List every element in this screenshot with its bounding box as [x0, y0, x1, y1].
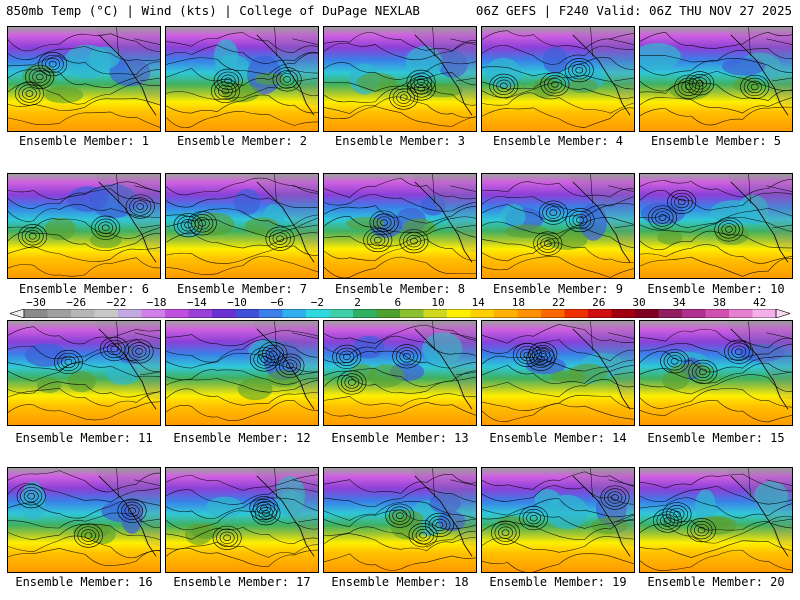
colorbar-tick-label: −14: [186, 296, 207, 309]
colorbar-tick-label: −2: [310, 296, 325, 309]
ensemble-member-label: Ensemble Member: 7: [176, 282, 308, 296]
colorbar-segment: [94, 309, 119, 318]
ensemble-member-label: Ensemble Member: 6: [18, 282, 150, 296]
colorbar-tick-label: −18: [146, 296, 167, 309]
colorbar-segment: [564, 309, 589, 318]
ensemble-member-label: Ensemble Member: 10: [647, 282, 785, 296]
ensemble-member-map: [639, 26, 793, 132]
colorbar-segment: [705, 309, 730, 318]
ensemble-member-map: [7, 173, 161, 279]
colorbar-tick-label: 30: [632, 296, 646, 309]
colorbar-segment: [400, 309, 424, 318]
ensemble-member-label: Ensemble Member: 8: [334, 282, 466, 296]
ensemble-member-map: [165, 467, 319, 573]
colorbar-segment: [611, 309, 636, 318]
colorbar-segment: [329, 309, 354, 318]
colorbar-segment: [212, 309, 236, 318]
colorbar-segment: [141, 309, 166, 318]
colorbar-segment: [71, 309, 95, 318]
ensemble-member-label: Ensemble Member: 17: [173, 575, 311, 589]
ensemble-member-map: [481, 173, 635, 279]
colorbar-segment: [635, 309, 659, 318]
colorbar-tick-label: −26: [66, 296, 87, 309]
colorbar-tick-label: 6: [394, 296, 402, 309]
colorbar-tick-label: −22: [106, 296, 127, 309]
map-title: 850mb Temp (°C) | Wind (kts) | College o…: [6, 3, 420, 18]
ensemble-member-map: [481, 467, 635, 573]
colorbar-segment: [588, 309, 612, 318]
colorbar-segment: [470, 309, 495, 318]
colorbar-segment: [188, 309, 213, 318]
colorbar-segment: [752, 309, 777, 318]
colorbar-tick-label: 2: [354, 296, 361, 309]
ensemble-member-map: [323, 320, 477, 426]
colorbar-tick-label: 34: [672, 296, 686, 309]
colorbar-segment: [353, 309, 377, 318]
ensemble-member-label: Ensemble Member: 9: [492, 282, 624, 296]
colorbar-tick-label: −30: [26, 296, 46, 309]
ensemble-member-label: Ensemble Member: 12: [173, 431, 311, 445]
colorbar-tick-label: 14: [471, 296, 485, 309]
colorbar-tick-label: 22: [551, 296, 566, 309]
colorbar-segment: [282, 309, 307, 318]
colorbar-segment: [306, 309, 330, 318]
colorbar-segment: [447, 309, 471, 318]
colorbar-tick-label: 10: [431, 296, 445, 309]
colorbar-segment: [517, 309, 542, 318]
colorbar-segment: [658, 309, 683, 318]
colorbar-segment: [118, 309, 142, 318]
colorbar-segment: [259, 309, 283, 318]
ensemble-member-map: [165, 320, 319, 426]
ensemble-member-map: [323, 26, 477, 132]
colorbar-segment: [423, 309, 448, 318]
colorbar-segment: [47, 309, 72, 318]
ensemble-member-label: Ensemble Member: 18: [331, 575, 469, 589]
colorbar-segment: [682, 309, 706, 318]
ensemble-member-label: Ensemble Member: 5: [650, 134, 782, 148]
ensemble-member-label: Ensemble Member: 11: [15, 431, 153, 445]
colorbar-segment: [235, 309, 260, 318]
colorbar-tick-label: −6: [270, 296, 284, 309]
ensemble-member-map: [7, 26, 161, 132]
ensemble-member-label: Ensemble Member: 19: [489, 575, 627, 589]
colorbar-tick-label: 26: [592, 296, 606, 309]
ensemble-member-label: Ensemble Member: 20: [647, 575, 785, 589]
ensemble-member-map: [165, 26, 319, 132]
colorbar-tick-label: −10: [227, 296, 247, 309]
ensemble-member-label: Ensemble Member: 2: [176, 134, 308, 148]
colorbar-right-arrow: [775, 309, 790, 318]
colorbar-left-arrow: [10, 309, 25, 318]
ensemble-member-label: Ensemble Member: 14: [489, 431, 627, 445]
ensemble-member-label: Ensemble Member: 3: [334, 134, 466, 148]
ensemble-member-map: [481, 26, 635, 132]
colorbar-tick-label: 18: [511, 296, 526, 309]
colorbar-tick-label: 38: [712, 296, 727, 309]
colorbar-segment: [729, 309, 753, 318]
colorbar-segment: [165, 309, 189, 318]
colorbar-segment: [376, 309, 401, 318]
ensemble-member-map: [323, 467, 477, 573]
ensemble-member-map: [323, 173, 477, 279]
ensemble-member-map: [165, 173, 319, 279]
ensemble-member-map: [7, 467, 161, 573]
ensemble-member-label: Ensemble Member: 4: [492, 134, 624, 148]
ensemble-member-map: [639, 467, 793, 573]
ensemble-member-label: Ensemble Member: 13: [331, 431, 469, 445]
colorbar-segment: [494, 309, 518, 318]
colorbar-segment: [541, 309, 565, 318]
colorbar-segment: [24, 309, 48, 318]
ensemble-member-map: [481, 320, 635, 426]
ensemble-member-label: Ensemble Member: 16: [15, 575, 153, 589]
ensemble-member-map: [639, 173, 793, 279]
ensemble-member-label: Ensemble Member: 15: [647, 431, 785, 445]
ensemble-member-map: [639, 320, 793, 426]
colorbar-tick-label: 42: [752, 296, 767, 309]
ensemble-member-map: [7, 320, 161, 426]
ensemble-member-label: Ensemble Member: 1: [18, 134, 150, 148]
model-valid-time: 06Z GEFS | F240 Valid: 06Z THU NOV 27 20…: [475, 3, 792, 18]
temperature-colorbar: [10, 309, 790, 318]
